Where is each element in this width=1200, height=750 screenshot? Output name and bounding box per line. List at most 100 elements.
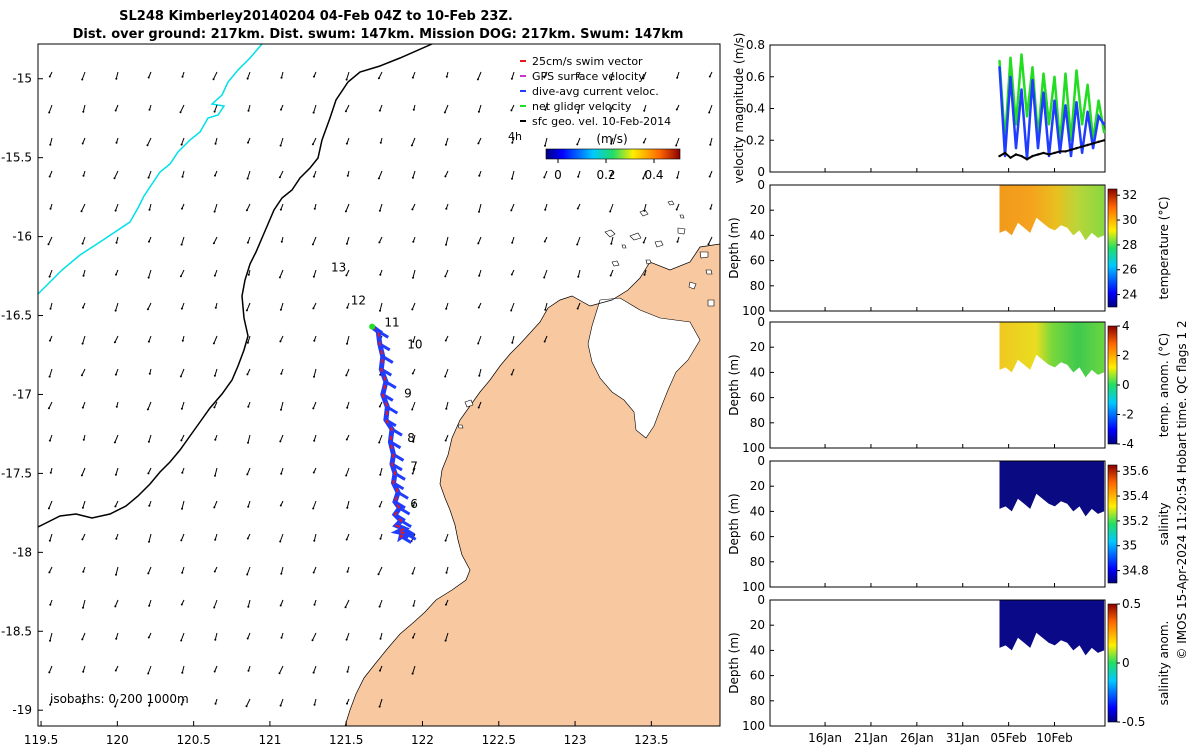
velocity-arrow — [246, 566, 251, 575]
velocity-arrow-head — [411, 176, 414, 179]
velocity-arrow-head — [180, 703, 183, 706]
map-colorbar-ticks: 0 0.2 0.4 — [554, 159, 664, 182]
velocity-arrow — [180, 533, 185, 541]
footer-note: © IMOS 15-Apr-2024 11:20:54 Hobart time.… — [1175, 320, 1189, 659]
velocity-arrow-head — [48, 571, 51, 574]
velocity-arrow — [114, 599, 119, 607]
velocity-arrow-head — [279, 208, 282, 211]
velocity-arrow-head — [214, 174, 216, 177]
velocity-arrow — [49, 137, 53, 145]
velocity-arrow — [709, 137, 713, 145]
velocity-point — [998, 154, 1001, 158]
profile-cbar-label: temp. anom. (°C) — [1157, 333, 1171, 437]
velocity-arrow-head — [82, 306, 84, 309]
velocity-arrow-head — [478, 374, 481, 377]
velocity-arrow-head — [576, 307, 579, 310]
velocity-arrow — [379, 698, 383, 707]
velocity-arrow-head — [411, 472, 414, 475]
velocity-arrow — [345, 599, 350, 608]
velocity-arrow-head — [312, 111, 315, 114]
velocity-arrow — [148, 434, 152, 442]
velocity-arrow — [82, 599, 86, 608]
velocity-arrow-head — [577, 175, 580, 178]
map-y-tick-label: -17.5 — [1, 466, 32, 480]
velocity-arrow — [544, 137, 548, 146]
velocity-arrow-head — [313, 207, 316, 210]
velocity-arrow-head — [379, 473, 382, 476]
velocity-arrow-head — [345, 438, 348, 441]
velocity-arrow — [345, 368, 350, 376]
map-x-tick-label: 122 — [411, 733, 434, 747]
velocity-arrow-head — [444, 143, 447, 146]
legend-entry: 25cm/s swim vector — [532, 55, 643, 68]
velocity-arrow-head — [247, 669, 250, 672]
profile-colorbar-tick-label: 28 — [1122, 238, 1137, 252]
velocity-arrow-head — [708, 111, 711, 114]
velocity-arrow-head — [708, 175, 711, 178]
velocity-arrow-head — [181, 175, 184, 178]
velocity-point — [1086, 143, 1089, 147]
profile-colorbar-tick-label: 35.2 — [1122, 514, 1149, 528]
islands — [457, 200, 715, 429]
velocity-arrow-head — [278, 672, 281, 675]
profile-data — [999, 600, 1105, 656]
velocity-arrow — [148, 533, 152, 542]
map-x-tick-label: 121.5 — [329, 733, 363, 747]
velocity-arrow-head — [146, 408, 149, 411]
profile-colorbar — [1107, 188, 1118, 308]
velocity-arrow — [48, 665, 53, 673]
velocity-arrow — [114, 698, 119, 707]
velocity-point — [1102, 139, 1106, 142]
profile-colorbar-tick-label: 35.4 — [1122, 489, 1149, 503]
velocity-arrow-head — [245, 309, 248, 312]
velocity-arrow-head — [443, 111, 446, 114]
map-x-tick-label: 123.5 — [634, 733, 668, 747]
velocity-arrow-head — [675, 208, 678, 211]
velocity-arrow — [114, 335, 119, 343]
velocity-arrow — [313, 104, 317, 113]
velocity-arrow-head — [345, 274, 348, 277]
velocity-arrow — [510, 203, 515, 211]
velocity-point — [1025, 115, 1029, 118]
velocity-series-line — [998, 54, 1106, 144]
velocity-arrow-head — [179, 111, 182, 114]
velocity-arrow — [346, 335, 350, 344]
map-x-tick-label: 119.5 — [24, 733, 58, 747]
velocity-arrow — [148, 269, 152, 278]
colorbar-tick-label: 0.2 — [596, 168, 615, 182]
velocity-arrow-head — [411, 408, 414, 411]
velocity-y-tick-label: 0.6 — [746, 70, 765, 84]
velocity-arrow-head — [246, 537, 249, 540]
velocity-arrow — [609, 104, 614, 112]
velocity-arrow-head — [49, 207, 52, 210]
profile-colorbar-tick-label: 0 — [1122, 656, 1130, 670]
velocity-arrow — [214, 368, 218, 376]
velocity-arrow — [247, 71, 251, 79]
velocity-arrow — [312, 137, 317, 145]
velocity-arrow — [346, 500, 350, 508]
colorbar-unit: (m/s) — [596, 132, 627, 146]
velocity-arrow-head — [279, 604, 282, 607]
velocity-arrow-head — [643, 209, 646, 212]
map-x-tick-label: 120 — [106, 733, 129, 747]
velocity-arrow — [214, 467, 218, 476]
velocity-arrow-head — [48, 111, 51, 114]
velocity-point — [1036, 153, 1040, 156]
profile-y-tick-label: 60 — [750, 254, 765, 268]
map-legend: 25cm/s swim vector GPS surface velocity di… — [520, 55, 671, 128]
velocity-arrow-head — [346, 342, 348, 345]
map-y-tick-label: -15.5 — [1, 151, 32, 165]
velocity-point — [1069, 148, 1073, 151]
day-label: 9 — [404, 387, 412, 401]
velocity-arrow-head — [378, 405, 381, 408]
velocity-arrow-head — [114, 209, 117, 212]
velocity-arrow-head — [280, 572, 283, 575]
map-y-tick-label: -19 — [12, 703, 32, 717]
velocity-y-tick-label: 0.4 — [746, 102, 765, 116]
velocity-arrow-head — [148, 704, 151, 707]
velocity-arrow-head — [411, 76, 414, 79]
velocity-arrow — [543, 170, 548, 178]
velocity-arrow — [642, 71, 647, 79]
map-colorbar — [545, 148, 681, 160]
velocity-point — [1080, 145, 1084, 148]
